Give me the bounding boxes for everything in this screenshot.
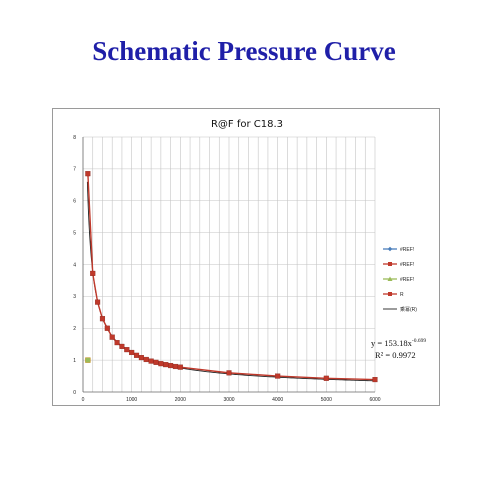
chart-marks <box>85 171 378 383</box>
y-tick-label: 7 <box>73 167 76 173</box>
x-tick-label: 6000 <box>369 397 380 403</box>
data-point-r <box>104 325 110 331</box>
legend-item: #REF! <box>383 276 414 283</box>
x-tick-label: 0 <box>82 397 85 403</box>
y-tick-label: 2 <box>73 326 76 332</box>
data-point-r <box>143 356 149 363</box>
chart-axes <box>82 137 375 393</box>
data-point-r <box>133 352 140 358</box>
data-point-r <box>163 362 169 368</box>
page-title: Schematic Pressure Curve <box>92 36 396 66</box>
x-tick-label: 2000 <box>175 397 186 403</box>
legend-label: #REF! <box>400 277 414 283</box>
data-point-r <box>158 361 164 367</box>
legend-item: #REF! <box>383 246 414 253</box>
data-point-r <box>85 171 91 177</box>
r-squared-text: R² = 0.9972 <box>375 350 416 360</box>
data-point-r <box>177 364 183 370</box>
series-r-line <box>87 173 376 381</box>
x-tick-label: 1000 <box>126 397 137 403</box>
data-point-r <box>124 347 130 353</box>
data-point-r <box>99 316 106 322</box>
legend-item: 乘幂(R) <box>383 306 417 313</box>
legend-label: 乘幂(R) <box>400 306 417 313</box>
chart-legend: #REF! #REF! #REF! R 乘幂(R) <box>383 246 417 313</box>
y-tick-label: 6 <box>73 199 76 205</box>
data-point-ref <box>85 357 91 363</box>
data-point-r <box>323 375 329 381</box>
x-tick-label: 5000 <box>321 397 332 403</box>
legend-marker-square <box>388 262 392 266</box>
legend-item: R <box>383 292 404 298</box>
data-point-r <box>90 270 96 276</box>
equation-exponent: -0.699 <box>412 338 426 344</box>
legend-label: #REF! <box>400 247 414 253</box>
data-point-r <box>168 362 174 369</box>
y-tick-label: 8 <box>73 135 76 141</box>
data-point-r <box>226 370 232 376</box>
data-point-r <box>172 363 179 370</box>
data-point-r <box>138 355 144 361</box>
data-point-r <box>109 334 115 340</box>
x-tick-label: 4000 <box>272 397 283 403</box>
legend-item: #REF! <box>383 262 414 268</box>
y-tick-label: 5 <box>73 230 76 236</box>
y-tick-label: 3 <box>73 294 76 300</box>
legend-marker-square <box>388 292 392 296</box>
y-tick-label: 0 <box>73 390 76 396</box>
trendline-equation: y = 153.18x-0.699 R² = 0.9972 <box>371 338 426 360</box>
data-point-r <box>153 359 159 365</box>
legend-marker-triangle <box>387 276 393 281</box>
chart-container: R@F for C18.3 0 1 2 3 4 5 6 7 8 0 1000 2000 3000 4000… <box>52 108 440 406</box>
data-point-r <box>275 373 281 379</box>
equation-base: y = 153.18x <box>371 338 413 348</box>
y-tick-label: 1 <box>73 358 76 364</box>
data-point-r <box>372 377 378 383</box>
legend-label: R <box>400 292 404 298</box>
chart-title: R@F for C18.3 <box>211 119 283 130</box>
legend-label: #REF! <box>400 262 414 268</box>
x-tick-label: 3000 <box>223 397 234 403</box>
y-tick-label: 4 <box>73 262 76 268</box>
data-point-r <box>114 340 120 346</box>
data-point-r <box>95 299 101 305</box>
equation-text: y = 153.18x-0.699 <box>371 338 426 348</box>
chart-grid <box>83 136 376 392</box>
chart-svg: R@F for C18.3 0 1 2 3 4 5 6 7 8 0 1000 2000 3000 4000… <box>73 119 426 403</box>
data-point-r <box>129 349 135 356</box>
data-point-r <box>119 343 125 349</box>
legend-marker-diamond <box>387 246 393 252</box>
data-point-r <box>148 358 154 364</box>
chart-tick-labels: 0 1 2 3 4 5 6 7 8 0 1000 2000 3000 4000 5000 6000 <box>73 135 381 403</box>
